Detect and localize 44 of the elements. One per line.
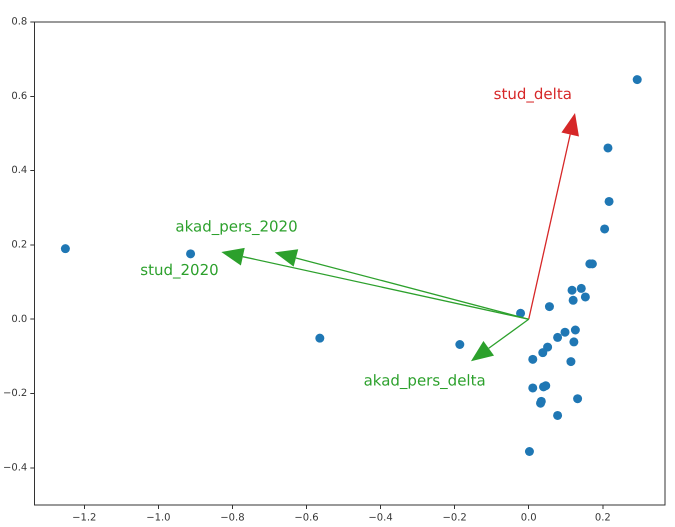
x-tick-label: −0.2 (442, 512, 467, 524)
y-tick-label: 0.6 (11, 90, 28, 102)
point (632, 75, 642, 84)
point (528, 354, 538, 364)
point (600, 224, 610, 234)
point (604, 196, 614, 206)
point (580, 292, 590, 302)
point (315, 334, 324, 343)
x-tick-label: −0.6 (294, 512, 319, 524)
point (568, 296, 578, 305)
point (544, 302, 554, 312)
y-tick-label: 0.2 (11, 240, 28, 251)
y-tick-label: 0.4 (11, 165, 28, 176)
x-tick-label: 0.2 (594, 512, 611, 524)
point (566, 357, 576, 366)
annotation: stud_2020 (140, 261, 219, 280)
point (543, 342, 552, 352)
x-tick-label: −1.0 (146, 512, 170, 524)
point (528, 383, 538, 392)
point (60, 244, 70, 254)
point (553, 410, 562, 420)
x-tick-label: −0.4 (368, 512, 393, 524)
annotation: stud_delta (494, 85, 572, 104)
point (455, 340, 464, 349)
point (576, 284, 586, 293)
y-tick-label: 0.0 (11, 314, 28, 325)
point (569, 337, 578, 346)
x-tick-label: 0.0 (520, 512, 537, 524)
point (553, 332, 562, 342)
annotation: akad_pers_2020 (175, 217, 298, 236)
point (524, 447, 534, 456)
point (570, 326, 580, 335)
point (573, 394, 582, 404)
point (560, 328, 570, 337)
y-tick-label: 0.8 (11, 16, 28, 28)
point (538, 348, 548, 358)
y-tick-label: −0.2 (2, 388, 28, 400)
point (186, 249, 196, 258)
point (603, 143, 612, 152)
point (568, 286, 577, 295)
x-tick-label: −1.2 (72, 512, 96, 524)
annotation: akad_pers_delta (364, 372, 486, 390)
x-tick-label: −0.8 (220, 512, 245, 524)
y-tick-label: −0.4 (2, 462, 28, 474)
